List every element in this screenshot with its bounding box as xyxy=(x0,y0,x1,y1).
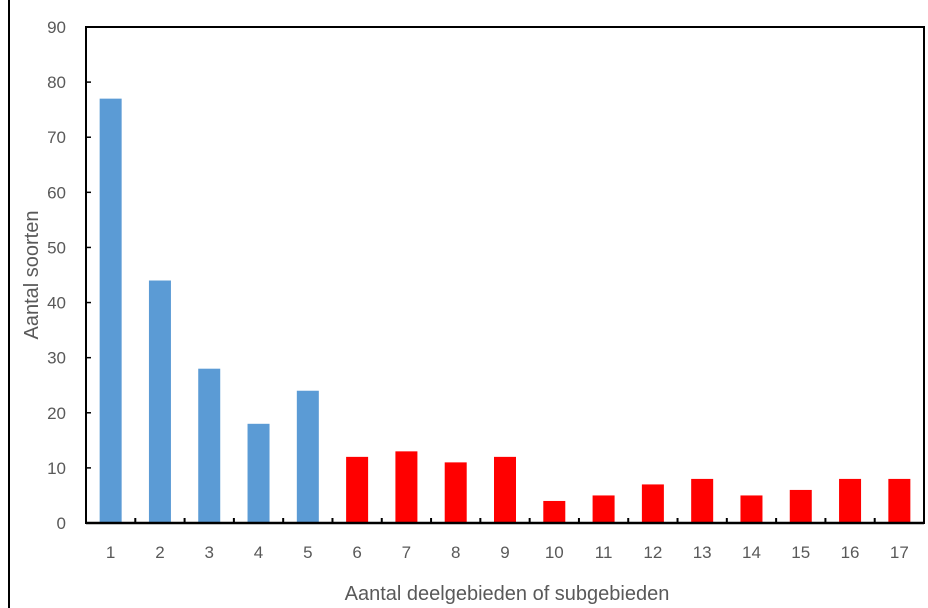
y-tick-label: 90 xyxy=(47,18,66,37)
x-tick-label: 6 xyxy=(352,543,361,562)
y-tick-label: 60 xyxy=(47,183,66,202)
x-tick-label: 16 xyxy=(841,543,860,562)
bar-16 xyxy=(839,478,862,523)
bar-10 xyxy=(543,500,566,523)
x-tick-label: 17 xyxy=(890,543,909,562)
bar-9 xyxy=(494,456,516,523)
x-tick-label: 7 xyxy=(402,543,411,562)
bar-3 xyxy=(198,368,221,523)
y-tick-label: 80 xyxy=(47,73,66,92)
y-tick-label: 0 xyxy=(57,514,66,533)
bar-2 xyxy=(148,280,171,523)
x-tick-label: 5 xyxy=(303,543,312,562)
bar-12 xyxy=(641,484,664,523)
bar-6 xyxy=(346,456,369,523)
bar-13 xyxy=(691,478,714,523)
y-tick-label: 40 xyxy=(47,294,66,313)
bar-5 xyxy=(296,390,319,523)
y-tick-label: 70 xyxy=(47,128,66,147)
x-tick-label: 8 xyxy=(451,543,460,562)
x-tick-label: 11 xyxy=(595,543,613,562)
y-axis-title: Aantal soorten xyxy=(21,211,43,340)
bars-group xyxy=(99,98,911,524)
bar-4 xyxy=(247,423,270,523)
x-tick-labels: 1 2 3 4 5 6 7 8 9 10 11 12 13 14 15 16 17 xyxy=(106,543,909,562)
bar-14 xyxy=(740,495,763,523)
bar-15 xyxy=(789,489,812,523)
y-tick-label: 10 xyxy=(47,459,66,478)
bar-11 xyxy=(592,495,615,523)
y-tick-label: 20 xyxy=(47,404,66,423)
x-tick-label: 14 xyxy=(742,543,761,562)
y-tick-label: 30 xyxy=(47,349,66,368)
bar-1 xyxy=(99,98,122,524)
x-tick-label: 9 xyxy=(500,543,509,562)
x-tick-label: 3 xyxy=(205,543,214,562)
x-tick-label: 13 xyxy=(693,543,712,562)
x-tick-label: 12 xyxy=(643,543,662,562)
x-tick-label: 1 xyxy=(106,543,115,562)
x-tick-label: 2 xyxy=(155,543,164,562)
x-tick-label: 4 xyxy=(254,543,263,562)
x-axis-title: Aantal deelgebieden of subgebieden xyxy=(345,583,670,605)
bar-7 xyxy=(395,451,418,523)
bar-8 xyxy=(444,462,467,523)
x-tick-label: 10 xyxy=(545,543,564,562)
y-tick-labels: 0 10 20 30 40 50 60 70 80 90 xyxy=(47,18,91,533)
bar-17 xyxy=(888,478,911,523)
x-tick-label: 15 xyxy=(791,543,810,562)
y-tick-label: 50 xyxy=(47,238,66,257)
